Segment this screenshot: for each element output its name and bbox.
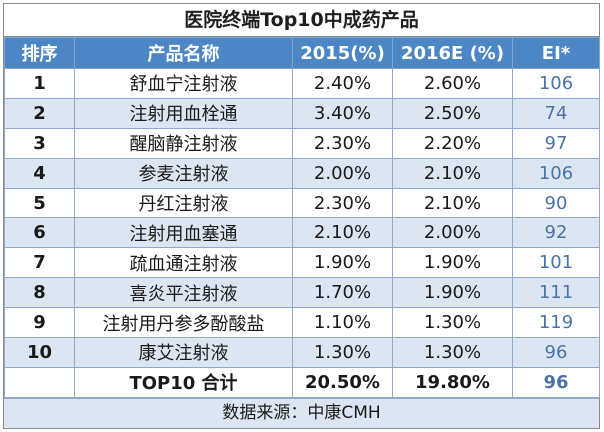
rank-cell: 10 [4, 337, 75, 368]
ei-cell: 101 [512, 247, 600, 279]
table-row: 1 舒血宁注射液 2.40% 2.60% 106 [4, 68, 600, 99]
ei-cell: 96 [512, 337, 600, 368]
rank-cell: 4 [4, 157, 75, 189]
table-row: 10 康艾注射液 1.30% 1.30% 96 [4, 337, 600, 368]
rank-cell: 6 [4, 217, 75, 249]
ei-cell: 92 [512, 217, 600, 249]
product-name-cell: 注射用血塞通 [74, 217, 293, 249]
share-2015-cell: 1.70% [292, 277, 393, 309]
rank-cell: 7 [4, 247, 75, 279]
rank-cell: 3 [4, 127, 75, 159]
rank-cell: 9 [4, 307, 75, 339]
share-2015-cell: 1.30% [292, 337, 393, 368]
data-table: 排序 产品名称 2015(%) 2016E (%) EI* 1 舒血宁注射液 2.4… [4, 37, 600, 398]
table-row: 8 喜炎平注射液 1.70% 1.90% 111 [4, 277, 600, 309]
share-2016e-cell: 1.90% [392, 277, 513, 309]
share-2015-cell: 1.90% [292, 247, 393, 279]
share-2015-cell: 2.30% [292, 127, 393, 159]
share-2016e-cell: 1.90% [392, 247, 513, 279]
share-2016e-cell: 2.10% [392, 157, 513, 189]
table-row: 5 丹红注射液 2.30% 2.10% 90 [4, 187, 600, 219]
total-ei: 96 [512, 366, 600, 398]
total-2015: 20.50% [292, 366, 393, 398]
ei-cell: 106 [512, 68, 600, 99]
rank-cell: 2 [4, 97, 75, 129]
ei-cell: 119 [512, 307, 600, 339]
rank-cell: 1 [4, 68, 75, 99]
total-rank-cell [4, 366, 75, 398]
ei-cell: 74 [512, 97, 600, 129]
ei-cell: 97 [512, 127, 600, 159]
table-row: 2 注射用血栓通 3.40% 2.50% 74 [4, 97, 600, 129]
share-2016e-cell: 1.30% [392, 337, 513, 368]
share-2016e-cell: 2.10% [392, 187, 513, 219]
header-product-name: 产品名称 [74, 37, 293, 69]
table-row: 7 疏血通注射液 1.90% 1.90% 101 [4, 247, 600, 279]
total-2016e: 19.80% [392, 366, 513, 398]
ei-cell: 106 [512, 157, 600, 189]
table-row: 3 醒脑静注射液 2.30% 2.20% 97 [4, 127, 600, 159]
ei-cell: 90 [512, 187, 600, 219]
table-title: 医院终端Top10中成药产品 [4, 4, 599, 37]
share-2015-cell: 2.00% [292, 157, 393, 189]
rank-cell: 8 [4, 277, 75, 309]
ei-cell: 111 [512, 277, 600, 309]
header-rank: 排序 [4, 37, 75, 69]
product-name-cell: 注射用丹参多酚酸盐 [74, 307, 293, 339]
share-2015-cell: 2.30% [292, 187, 393, 219]
share-2016e-cell: 2.60% [392, 68, 513, 99]
share-2015-cell: 2.10% [292, 217, 393, 249]
product-name-cell: 注射用血栓通 [74, 97, 293, 129]
product-name-cell: 醒脑静注射液 [74, 127, 293, 159]
share-2016e-cell: 1.30% [392, 307, 513, 339]
header-ei: EI* [512, 37, 600, 69]
product-name-cell: 疏血通注射液 [74, 247, 293, 279]
table-row: 9 注射用丹参多酚酸盐 1.10% 1.30% 119 [4, 307, 600, 339]
total-label: TOP10 合计 [74, 366, 293, 398]
table-row: 4 参麦注射液 2.00% 2.10% 106 [4, 157, 600, 189]
total-row: TOP10 合计 20.50% 19.80% 96 [4, 366, 600, 398]
product-name-cell: 康艾注射液 [74, 337, 293, 368]
product-name-cell: 喜炎平注射液 [74, 277, 293, 309]
share-2016e-cell: 2.00% [392, 217, 513, 249]
header-2016e: 2016E (%) [392, 37, 513, 69]
header-row: 排序 产品名称 2015(%) 2016E (%) EI* [4, 37, 600, 69]
share-2016e-cell: 2.20% [392, 127, 513, 159]
share-2015-cell: 2.40% [292, 68, 393, 99]
share-2015-cell: 1.10% [292, 307, 393, 339]
table-panel: 医院终端Top10中成药产品 排序 产品名称 2015(%) 2016E (%)… [3, 3, 600, 429]
share-2015-cell: 3.40% [292, 97, 393, 129]
data-source-note: 数据来源：中康CMH [4, 397, 599, 428]
share-2016e-cell: 2.50% [392, 97, 513, 129]
header-2015: 2015(%) [292, 37, 393, 69]
rank-cell: 5 [4, 187, 75, 219]
table-row: 6 注射用血塞通 2.10% 2.00% 92 [4, 217, 600, 249]
product-name-cell: 舒血宁注射液 [74, 68, 293, 99]
product-name-cell: 丹红注射液 [74, 187, 293, 219]
product-name-cell: 参麦注射液 [74, 157, 293, 189]
